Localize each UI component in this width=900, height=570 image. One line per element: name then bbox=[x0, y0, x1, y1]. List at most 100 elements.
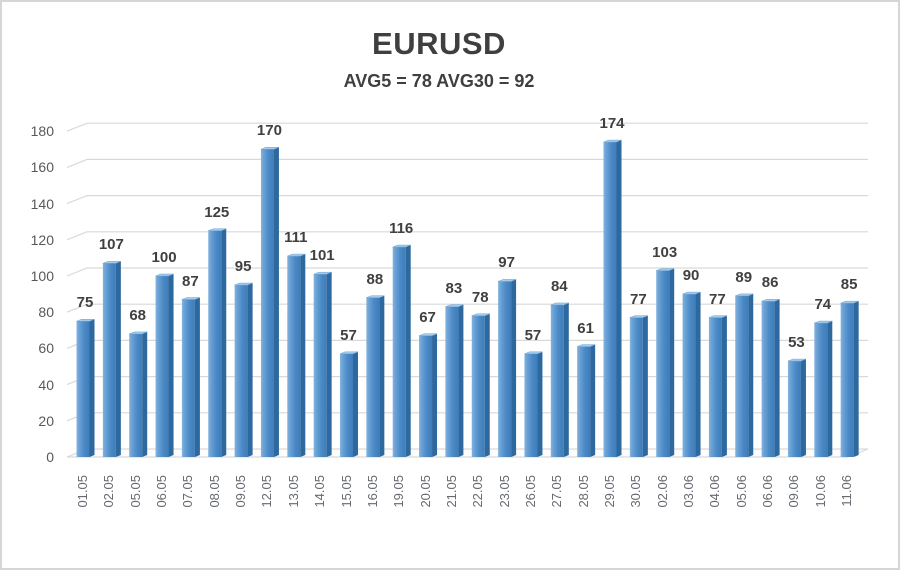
bar-side-face bbox=[247, 283, 253, 457]
bar-top-face bbox=[366, 295, 385, 298]
x-axis-tick-label: 09.05 bbox=[233, 475, 249, 508]
bar-value-label: 53 bbox=[788, 334, 805, 352]
x-axis-tick-label: 02.06 bbox=[654, 475, 670, 508]
bar-value-label: 57 bbox=[340, 326, 357, 344]
y-axis-tick-label: 20 bbox=[38, 412, 54, 429]
bar-top-face bbox=[735, 293, 754, 297]
x-axis-tick-label: 16.05 bbox=[364, 475, 380, 508]
bar-top-face bbox=[629, 315, 648, 318]
bar-top-face bbox=[445, 304, 464, 308]
gridline bbox=[66, 195, 868, 205]
bar bbox=[76, 321, 90, 457]
bar-top-face bbox=[550, 302, 569, 306]
bar bbox=[498, 281, 512, 457]
x-axis-tick-label: 06.06 bbox=[760, 475, 776, 508]
x-axis-tick-label: 07.05 bbox=[180, 475, 196, 508]
x-axis-tick-label: 23.05 bbox=[496, 475, 512, 508]
bar-value-label: 84 bbox=[550, 277, 568, 295]
bar-value-label: 111 bbox=[284, 229, 308, 247]
bar-side-face bbox=[563, 302, 569, 457]
bar bbox=[524, 353, 538, 457]
bar-side-face bbox=[142, 331, 148, 457]
bar bbox=[287, 256, 301, 457]
bar-side-face bbox=[853, 301, 859, 457]
bar-side-face bbox=[669, 268, 675, 457]
bar bbox=[787, 361, 801, 457]
bar bbox=[234, 285, 248, 457]
bar bbox=[603, 142, 617, 457]
bar-value-label: 57 bbox=[524, 326, 542, 344]
bar-value-label: 74 bbox=[814, 296, 832, 314]
bar-side-face bbox=[300, 254, 306, 457]
y-axis-tick-label: 140 bbox=[30, 195, 54, 212]
y-axis-tick-label: 0 bbox=[46, 449, 54, 465]
x-axis-tick-label: 05.06 bbox=[733, 475, 749, 508]
bar-value-label: 95 bbox=[234, 258, 252, 276]
x-axis-tick-label: 06.05 bbox=[154, 475, 170, 508]
bar-side-face bbox=[221, 228, 227, 457]
bar-value-label: 77 bbox=[630, 290, 647, 308]
bar-side-face bbox=[273, 147, 279, 458]
bar-top-face bbox=[787, 358, 807, 362]
bar-value-label: 86 bbox=[761, 274, 779, 292]
bar-top-face bbox=[814, 320, 833, 324]
bar-side-face bbox=[379, 295, 385, 457]
x-axis-tick-label: 21.05 bbox=[443, 475, 459, 508]
bar-side-face bbox=[115, 261, 121, 457]
bar-value-label: 77 bbox=[709, 290, 726, 308]
bar bbox=[735, 295, 749, 457]
y-axis-tick-label: 80 bbox=[38, 304, 54, 321]
bar-top-face bbox=[208, 228, 227, 231]
bar-value-label: 101 bbox=[309, 247, 335, 265]
x-axis-tick-label: 19.05 bbox=[391, 475, 407, 508]
bar-value-label: 83 bbox=[445, 279, 463, 297]
bar bbox=[708, 317, 722, 457]
x-axis-tick-label: 28.05 bbox=[575, 475, 591, 508]
bar-top-face bbox=[524, 351, 543, 355]
bar-value-label: 75 bbox=[76, 294, 94, 312]
bar-top-face bbox=[471, 313, 490, 317]
bar-top-face bbox=[339, 351, 359, 355]
bar bbox=[445, 306, 459, 457]
bar-value-label: 97 bbox=[498, 254, 515, 272]
bar-value-label: 100 bbox=[151, 249, 177, 266]
x-axis-tick-label: 05.05 bbox=[127, 475, 143, 508]
x-axis-tick-label: 29.05 bbox=[602, 475, 617, 508]
bar-value-label: 67 bbox=[419, 308, 436, 326]
y-axis-tick-label: 100 bbox=[30, 268, 54, 284]
x-axis-tick-label: 04.06 bbox=[707, 475, 723, 508]
bar bbox=[181, 299, 195, 457]
bar-value-label: 85 bbox=[840, 276, 858, 294]
bar-value-label: 174 bbox=[599, 115, 625, 133]
bar bbox=[208, 230, 222, 457]
x-axis-tick-label: 22.05 bbox=[470, 475, 486, 508]
bar-top-face bbox=[708, 315, 727, 318]
bar-side-face bbox=[642, 315, 648, 457]
x-axis-tick-label: 03.06 bbox=[681, 475, 697, 508]
bar-top-face bbox=[102, 261, 121, 264]
bar-top-face bbox=[287, 253, 306, 257]
x-axis-tick-label: 08.05 bbox=[206, 475, 222, 508]
bar-side-face bbox=[89, 319, 95, 457]
bar-top-face bbox=[155, 273, 174, 277]
bar-top-face bbox=[840, 300, 859, 304]
y-axis-tick-label: 120 bbox=[30, 231, 54, 248]
bar-side-face bbox=[827, 321, 833, 457]
bar bbox=[577, 346, 591, 457]
bar bbox=[471, 315, 485, 457]
bar-side-face bbox=[484, 313, 490, 457]
bar-top-face bbox=[181, 297, 200, 300]
bar-value-label: 61 bbox=[577, 319, 594, 337]
bar-side-face bbox=[800, 359, 806, 457]
chart-subtitle: AVG5 = 78 AVG30 = 92 bbox=[343, 71, 535, 91]
gridline bbox=[66, 231, 868, 241]
bar-side-face bbox=[168, 274, 174, 457]
bar-side-face bbox=[194, 297, 200, 457]
x-axis-tick-label: 02.05 bbox=[101, 475, 117, 508]
bar-side-face bbox=[432, 333, 438, 457]
y-axis-tick-label: 180 bbox=[30, 123, 54, 140]
bar-top-face bbox=[392, 244, 411, 248]
bar-top-face bbox=[313, 271, 332, 275]
x-axis-tick-label: 14.05 bbox=[312, 475, 328, 508]
y-axis-tick-label: 40 bbox=[38, 376, 54, 393]
